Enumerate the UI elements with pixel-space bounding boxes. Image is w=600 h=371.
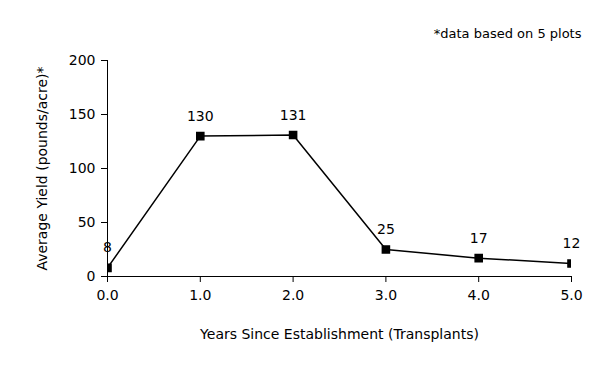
- svg-text:200: 200: [69, 52, 96, 68]
- svg-text:25: 25: [377, 221, 395, 237]
- svg-text:50: 50: [78, 214, 96, 230]
- svg-text:Years Since Establishment (Tra: Years Since Establishment (Transplants): [199, 326, 479, 342]
- svg-text:8: 8: [103, 239, 112, 255]
- svg-text:*data based on 5 plots: *data based on 5 plots: [434, 26, 582, 41]
- svg-text:Average Yield (pounds/acre)*: Average Yield (pounds/acre)*: [34, 66, 50, 270]
- svg-text:4.0: 4.0: [468, 287, 490, 303]
- svg-text:131: 131: [280, 107, 307, 123]
- svg-text:5.0: 5.0: [560, 287, 582, 303]
- svg-text:3.0: 3.0: [375, 287, 397, 303]
- svg-text:1.0: 1.0: [189, 287, 211, 303]
- svg-text:150: 150: [69, 106, 96, 122]
- svg-text:100: 100: [69, 160, 96, 176]
- svg-text:12: 12: [563, 235, 581, 251]
- svg-text:2.0: 2.0: [282, 287, 304, 303]
- svg-text:0: 0: [87, 268, 96, 284]
- svg-text:17: 17: [470, 230, 488, 246]
- svg-text:0.0: 0.0: [96, 287, 118, 303]
- svg-text:130: 130: [187, 108, 214, 124]
